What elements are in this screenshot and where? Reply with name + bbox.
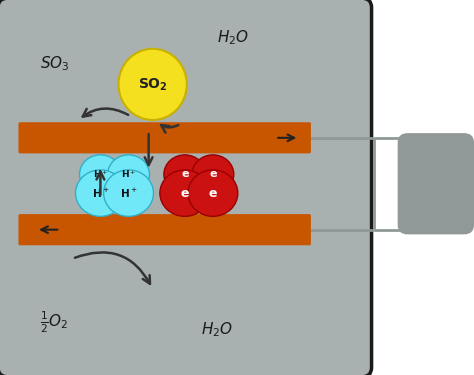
Text: H$^+$: H$^+$: [91, 187, 109, 200]
Text: $\frac{1}{2}O_2$: $\frac{1}{2}O_2$: [40, 310, 69, 335]
Text: H$^+$: H$^+$: [120, 187, 137, 200]
Circle shape: [192, 155, 234, 194]
Circle shape: [108, 155, 149, 194]
Text: e: e: [209, 170, 217, 179]
Text: $H_2O$: $H_2O$: [201, 321, 233, 339]
Circle shape: [164, 155, 206, 194]
Text: e: e: [181, 170, 189, 179]
FancyBboxPatch shape: [18, 214, 311, 245]
Circle shape: [104, 170, 154, 216]
Text: $\mathbf{SO_2}$: $\mathbf{SO_2}$: [138, 76, 167, 93]
Ellipse shape: [118, 49, 187, 120]
Text: H$^+$: H$^+$: [121, 168, 136, 180]
Text: $H_2O$: $H_2O$: [217, 28, 249, 47]
Text: $SO_3$: $SO_3$: [40, 54, 70, 73]
Circle shape: [188, 170, 238, 216]
Circle shape: [160, 170, 210, 216]
Text: e: e: [209, 187, 217, 200]
Text: e: e: [181, 187, 189, 200]
Circle shape: [80, 155, 121, 194]
FancyBboxPatch shape: [18, 122, 311, 153]
FancyBboxPatch shape: [0, 0, 372, 375]
Circle shape: [75, 170, 125, 216]
Text: H$^+$: H$^+$: [93, 168, 108, 180]
FancyBboxPatch shape: [398, 133, 474, 234]
